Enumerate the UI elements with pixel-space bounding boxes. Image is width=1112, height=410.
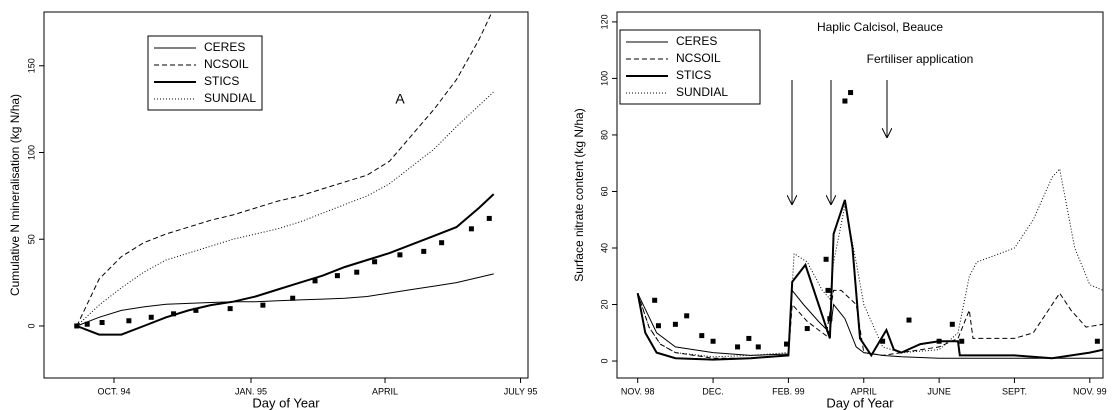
x-tick-label: APRIL	[851, 386, 877, 396]
y-tick-label: 0	[599, 359, 609, 364]
y-tick-label: 100	[26, 145, 36, 160]
observed-point	[959, 338, 965, 344]
observed-point	[99, 319, 105, 325]
annotation: Fertiliser application	[867, 52, 974, 66]
plot-frame	[616, 11, 1104, 379]
y-tick-label: 0	[26, 323, 36, 328]
observed-point	[439, 240, 445, 246]
y-tick-label: 60	[599, 186, 609, 196]
plot-area	[636, 90, 1103, 361]
observed-point	[468, 226, 474, 232]
observed-point	[823, 256, 829, 262]
observed-point	[397, 252, 403, 258]
observed-point	[652, 297, 658, 303]
observed-point	[312, 278, 318, 284]
series-line	[637, 167, 1103, 358]
x-tick-label: DEC.	[702, 386, 724, 396]
observed-point	[1094, 338, 1100, 344]
legend-label: STICS	[204, 74, 239, 88]
x-tick-label: JAN. 95	[235, 386, 267, 396]
observed-point	[84, 321, 90, 327]
observed-point	[148, 314, 154, 320]
y-axis-title: Surface nitrate content (kg N/ha)	[572, 108, 586, 281]
plot-area	[74, 12, 495, 336]
observed-point	[227, 306, 233, 312]
observed-point	[193, 307, 199, 313]
legend-label: STICS	[676, 68, 711, 82]
x-tick-label: NOV. 99	[1073, 386, 1107, 396]
observed-point	[421, 248, 427, 254]
legend-label: NCSOIL	[204, 57, 249, 71]
y-tick-label: 40	[599, 243, 609, 253]
observed-point	[735, 344, 741, 350]
observed-point	[880, 338, 886, 344]
observed-point	[755, 344, 761, 350]
y-tick-label: 100	[599, 71, 609, 86]
observed-point	[936, 338, 942, 344]
observed-point	[825, 287, 831, 293]
observed-point	[334, 273, 340, 279]
plot-frame	[43, 11, 529, 379]
y-tick-label: 150	[26, 58, 36, 73]
observed-point	[126, 318, 132, 324]
legend-label: CERES	[204, 40, 245, 54]
observed-point	[354, 269, 360, 275]
observed-point	[848, 90, 854, 96]
x-tick-label: FEB. 99	[772, 386, 805, 396]
series-line	[76, 91, 495, 327]
x-tick-label: SEPT.	[1002, 386, 1027, 396]
x-tick-label: JUNE	[927, 386, 951, 396]
x-tick-label: JULY 95	[504, 386, 538, 396]
legend-label: CERES	[676, 34, 717, 48]
observed-point	[655, 323, 661, 329]
x-tick-label: NOV. 98	[621, 386, 655, 396]
series-line	[76, 193, 495, 336]
observed-point	[842, 98, 848, 104]
legend-label: NCSOIL	[676, 51, 721, 65]
observed-point	[699, 333, 705, 339]
series-line	[637, 289, 1103, 359]
observed-point	[710, 338, 716, 344]
y-axis-title: Cumulative N mineralisation (kg N/ha)	[8, 94, 22, 296]
observed-point	[906, 317, 912, 323]
observed-point	[290, 295, 296, 301]
legend-label: SUNDIAL	[676, 85, 728, 99]
observed-point	[74, 323, 80, 329]
observed-point	[684, 313, 690, 319]
series-line	[636, 199, 1103, 361]
observed-point	[827, 316, 833, 322]
annotation: Haplic Calcisol, Beauce	[817, 20, 943, 34]
series-line	[637, 289, 1103, 359]
observed-point	[949, 321, 955, 327]
observed-point	[804, 326, 810, 332]
observed-point	[486, 215, 492, 221]
observed-point	[372, 259, 378, 265]
observed-point	[171, 311, 177, 317]
observed-point	[746, 335, 752, 341]
x-axis-title: Day of Year	[826, 395, 894, 410]
legend-label: SUNDIAL	[204, 91, 256, 105]
annotation: A	[395, 91, 405, 107]
observed-point	[784, 341, 790, 347]
observed-point	[672, 321, 678, 327]
x-tick-label: OCT. 94	[97, 386, 130, 396]
y-tick-label: 80	[599, 130, 609, 140]
series-line	[76, 273, 494, 327]
y-tick-label: 20	[599, 300, 609, 310]
series-line	[76, 12, 493, 327]
arrows	[792, 80, 887, 205]
x-axis-title: Day of Year	[252, 395, 320, 410]
y-tick-label: 50	[26, 234, 36, 244]
observed-point	[260, 302, 266, 308]
y-tick-label: 120	[599, 14, 609, 29]
x-tick-label: APRIL	[372, 386, 398, 396]
